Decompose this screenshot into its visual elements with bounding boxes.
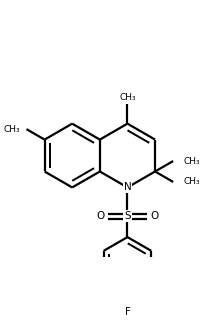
Text: S: S	[124, 211, 131, 221]
Text: CH₃: CH₃	[183, 156, 200, 166]
Text: O: O	[150, 211, 158, 221]
Text: CH₃: CH₃	[119, 93, 136, 102]
Text: CH₃: CH₃	[3, 124, 20, 134]
Text: N: N	[124, 183, 131, 193]
Text: CH₃: CH₃	[183, 177, 200, 187]
Text: F: F	[125, 307, 130, 317]
Text: O: O	[96, 211, 105, 221]
